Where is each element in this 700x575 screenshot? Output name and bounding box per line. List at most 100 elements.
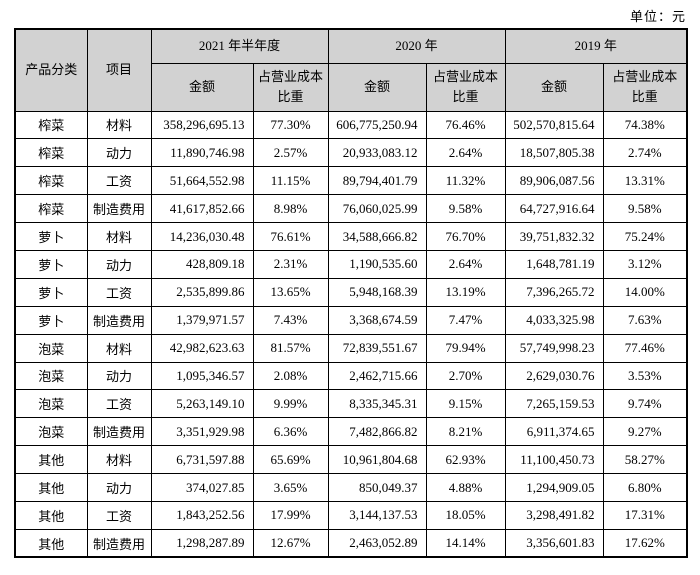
amount-2019-cell: 89,906,087.56 [504,166,604,196]
ratio-2019-cell: 13.31% [602,166,688,196]
amount-2019-cell: 39,751,832.32 [504,222,604,251]
item-cell: 材料 [86,445,152,475]
amount-2021h1-cell: 51,664,552.98 [150,166,254,196]
amount-2020-cell: 34,588,666.82 [327,222,427,251]
amount-2021h1-cell: 5,263,149.10 [150,389,254,419]
amount-2021h1-cell: 6,731,597.88 [150,445,254,475]
ratio-2019-cell: 9.74% [602,389,688,419]
ratio-2021h1-cell: 2.31% [252,249,329,279]
item-cell: 材料 [86,222,152,251]
ratio-2019-cell: 2.74% [602,138,688,168]
header-amount-2021h1: 金额 [150,62,254,112]
amount-2021h1-cell: 1,843,252.56 [150,500,254,530]
ratio-2021h1-cell: 65.69% [252,445,329,475]
header-item: 项目 [86,28,152,112]
ratio-2020-cell: 62.93% [425,445,506,475]
ratio-2019-cell: 9.58% [602,194,688,224]
header-amount-2019: 金额 [504,62,604,112]
amount-2020-cell: 7,482,866.82 [327,417,427,447]
unit-label: 单位：元 [629,9,686,24]
table-row: 其他 制造费用 1,298,287.89 12.67% 2,463,052.89… [14,528,688,558]
ratio-2020-cell: 4.88% [425,473,506,502]
ratio-2021h1-cell: 81.57% [252,333,329,363]
item-cell: 动力 [86,138,152,168]
amount-2020-cell: 850,049.37 [327,473,427,502]
product-category-cell: 萝卜 [14,249,88,279]
amount-2019-cell: 6,911,374.65 [504,417,604,447]
item-cell: 动力 [86,249,152,279]
product-category-cell: 萝卜 [14,222,88,251]
ratio-2019-cell: 74.38% [602,110,688,140]
ratio-2021h1-cell: 11.15% [252,166,329,196]
amount-2020-cell: 2,463,052.89 [327,528,427,558]
ratio-2020-cell: 14.14% [425,528,506,558]
product-category-cell: 泡菜 [14,333,88,363]
ratio-2019-cell: 75.24% [602,222,688,251]
ratio-2020-cell: 76.46% [425,110,506,140]
table-row: 其他 工资 1,843,252.56 17.99% 3,144,137.53 1… [14,500,688,530]
product-category-cell: 榨菜 [14,194,88,224]
amount-2019-cell: 11,100,450.73 [504,445,604,475]
table-row: 其他 动力 374,027.85 3.65% 850,049.37 4.88% … [14,473,688,502]
amount-2021h1-cell: 42,982,623.63 [150,333,254,363]
ratio-2021h1-cell: 17.99% [252,500,329,530]
table-row: 泡菜 制造费用 3,351,929.98 6.36% 7,482,866.82 … [14,417,688,447]
ratio-2019-cell: 14.00% [602,277,688,307]
header-ratio-2021h1: 占营业成本比重 [252,62,329,112]
amount-2021h1-cell: 41,617,852.66 [150,194,254,224]
table-row: 泡菜 动力 1,095,346.57 2.08% 2,462,715.66 2.… [14,361,688,391]
table-row: 其他 材料 6,731,597.88 65.69% 10,961,804.68 … [14,445,688,475]
header-ratio-2020: 占营业成本比重 [425,62,506,112]
ratio-2020-cell: 2.70% [425,361,506,391]
table-row: 榨菜 工资 51,664,552.98 11.15% 89,794,401.79… [14,166,688,196]
amount-2020-cell: 606,775,250.94 [327,110,427,140]
amount-2021h1-cell: 1,379,971.57 [150,305,254,335]
product-category-cell: 泡菜 [14,389,88,419]
table-header: 产品分类 项目 2021 年半年度 2020 年 2019 年 金额 占营业成本… [14,28,688,112]
header-amount-2020: 金额 [327,62,427,112]
ratio-2020-cell: 11.32% [425,166,506,196]
ratio-2020-cell: 18.05% [425,500,506,530]
item-cell: 制造费用 [86,528,152,558]
item-cell: 制造费用 [86,417,152,447]
cost-breakdown-table: 产品分类 项目 2021 年半年度 2020 年 2019 年 金额 占营业成本… [14,28,689,559]
product-category-cell: 萝卜 [14,277,88,307]
amount-2021h1-cell: 11,890,746.98 [150,138,254,168]
amount-2019-cell: 1,294,909.05 [504,473,604,502]
table-row: 泡菜 材料 42,982,623.63 81.57% 72,839,551.67… [14,333,688,363]
ratio-2021h1-cell: 12.67% [252,528,329,558]
table-row: 萝卜 工资 2,535,899.86 13.65% 5,948,168.39 1… [14,277,688,307]
ratio-2019-cell: 58.27% [602,445,688,475]
item-cell: 制造费用 [86,194,152,224]
ratio-2020-cell: 7.47% [425,305,506,335]
amount-2019-cell: 7,396,265.72 [504,277,604,307]
amount-2019-cell: 3,298,491.82 [504,500,604,530]
table-row: 萝卜 动力 428,809.18 2.31% 1,190,535.60 2.64… [14,249,688,279]
ratio-2020-cell: 9.58% [425,194,506,224]
ratio-2019-cell: 17.31% [602,500,688,530]
amount-2021h1-cell: 1,095,346.57 [150,361,254,391]
product-category-cell: 其他 [14,500,88,530]
ratio-2019-cell: 17.62% [602,528,688,558]
item-cell: 工资 [86,277,152,307]
amount-2020-cell: 3,368,674.59 [327,305,427,335]
amount-2021h1-cell: 374,027.85 [150,473,254,502]
header-sub-row: 金额 占营业成本比重 金额 占营业成本比重 金额 占营业成本比重 [15,62,688,112]
ratio-2020-cell: 13.19% [425,277,506,307]
ratio-2021h1-cell: 8.98% [252,194,329,224]
ratio-2021h1-cell: 7.43% [252,305,329,335]
amount-2020-cell: 8,335,345.31 [327,389,427,419]
ratio-2019-cell: 7.63% [602,305,688,335]
ratio-2019-cell: 9.27% [602,417,688,447]
item-cell: 工资 [86,389,152,419]
product-category-cell: 泡菜 [14,417,88,447]
amount-2021h1-cell: 428,809.18 [150,249,254,279]
table-row: 榨菜 材料 358,296,695.13 77.30% 606,775,250.… [14,110,688,140]
ratio-2020-cell: 2.64% [425,138,506,168]
table-row: 萝卜 制造费用 1,379,971.57 7.43% 3,368,674.59 … [14,305,688,335]
item-cell: 工资 [86,166,152,196]
ratio-2021h1-cell: 13.65% [252,277,329,307]
product-category-cell: 其他 [14,445,88,475]
product-category-cell: 榨菜 [14,166,88,196]
ratio-2021h1-cell: 3.65% [252,473,329,502]
